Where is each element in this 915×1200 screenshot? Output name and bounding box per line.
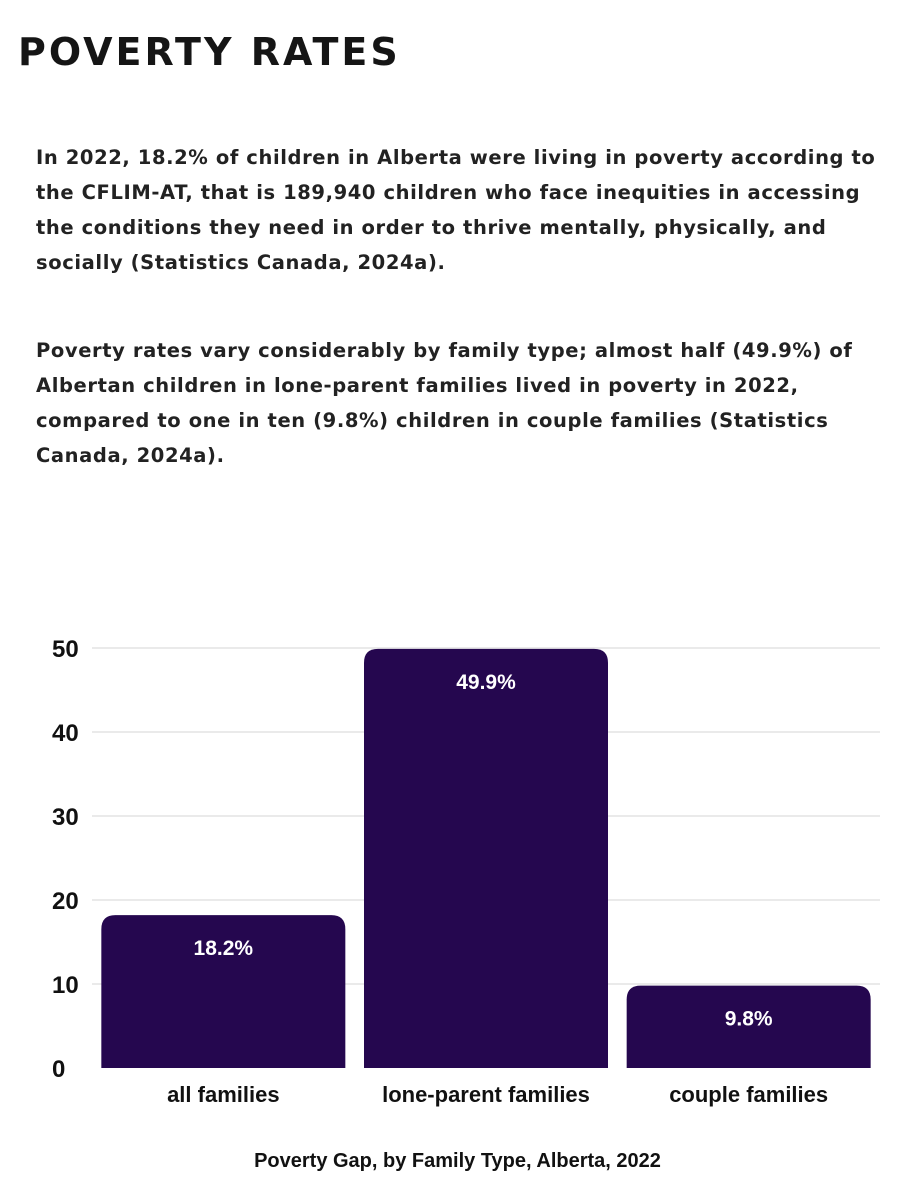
data-label-1: 49.9% <box>456 671 516 694</box>
family-type-paragraph: Poverty rates vary considerably by famil… <box>36 339 853 467</box>
chart-caption: Poverty Gap, by Family Type, Alberta, 20… <box>254 1150 661 1172</box>
y-tick-label-0: 0 <box>52 1056 65 1083</box>
x-tick-label-2: couple families <box>669 1082 828 1107</box>
bar-couple-families <box>626 985 871 1068</box>
y-tick-label-30: 30 <box>52 804 79 831</box>
y-tick-label-10: 10 <box>52 972 79 999</box>
data-label-0: 18.2% <box>194 937 254 960</box>
bar-all-families <box>101 915 346 1068</box>
x-axis-categories: all families lone-parent families couple f… <box>167 1082 828 1107</box>
bar-lone-parent-families <box>364 648 608 1068</box>
bars <box>101 648 871 1068</box>
x-tick-label-1: lone-parent families <box>382 1082 590 1107</box>
page-title: POVERTY RATES <box>18 30 401 74</box>
bar-chart: 0 10 20 30 40 50 18.2% 49.9% 9.8% all families l… <box>52 636 880 1107</box>
y-tick-label-50: 50 <box>52 636 79 663</box>
data-label-2: 9.8% <box>725 1008 773 1031</box>
y-axis-ticks: 0 10 20 30 40 50 <box>52 636 79 1083</box>
data-labels: 18.2% 49.9% 9.8% <box>194 671 773 1031</box>
y-tick-label-20: 20 <box>52 888 79 915</box>
intro-paragraph: In 2022, 18.2% of children in Alberta we… <box>36 146 876 274</box>
y-tick-label-40: 40 <box>52 720 79 747</box>
x-tick-label-0: all families <box>167 1082 280 1107</box>
